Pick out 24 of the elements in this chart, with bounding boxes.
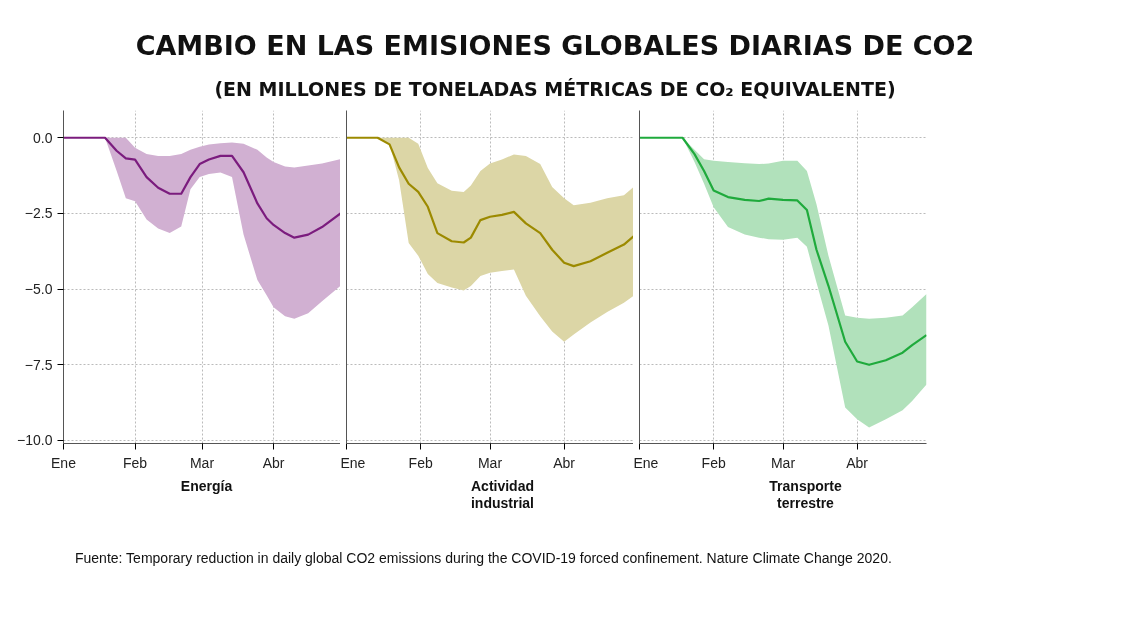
y-tick-label: −7.5 — [24, 356, 53, 373]
x-tick-label: Abr — [553, 454, 576, 471]
x-tick-label: Ene — [340, 454, 366, 471]
x-tick-label: Mar — [477, 454, 503, 471]
y-tick-label: −2.5 — [24, 205, 53, 222]
text: CAMBIO EN LAS EMISIONES GLOBALES DIARIAS DE CO2 — [134, 29, 976, 63]
x-tick-label: Abr — [262, 454, 285, 471]
x-tick-label: Mar — [770, 454, 796, 471]
y-tick-label: −10.0 — [17, 432, 53, 449]
y-tick-label: 0.0 — [33, 129, 53, 146]
x-tick-label: Feb — [408, 454, 433, 471]
line-series — [63, 136, 340, 239]
x-tick-label: Ene — [633, 454, 659, 471]
x-axis-title: Actividad industrial — [470, 477, 535, 512]
source-note: Fuente: Temporary reduction in daily global CO2 emissions during the COVID-19 forced confinement. Nature Climate Change 2020. — [75, 548, 892, 568]
x-axis-title: Energía — [179, 477, 234, 495]
x-tick-label: Ene — [51, 454, 77, 471]
x-axis-title: Transporte terrestre — [768, 477, 843, 512]
x-tick-label: Abr — [846, 454, 869, 471]
y-tick-label: −5.0 — [24, 280, 53, 297]
text: (EN MILLONES DE TONELADAS MÉTRICAS DE CO₂ EQUIVALENTE) — [213, 76, 897, 102]
x-tick-label: Feb — [701, 454, 726, 471]
x-tick-label: Mar — [189, 454, 215, 471]
x-tick-label: Feb — [123, 454, 148, 471]
